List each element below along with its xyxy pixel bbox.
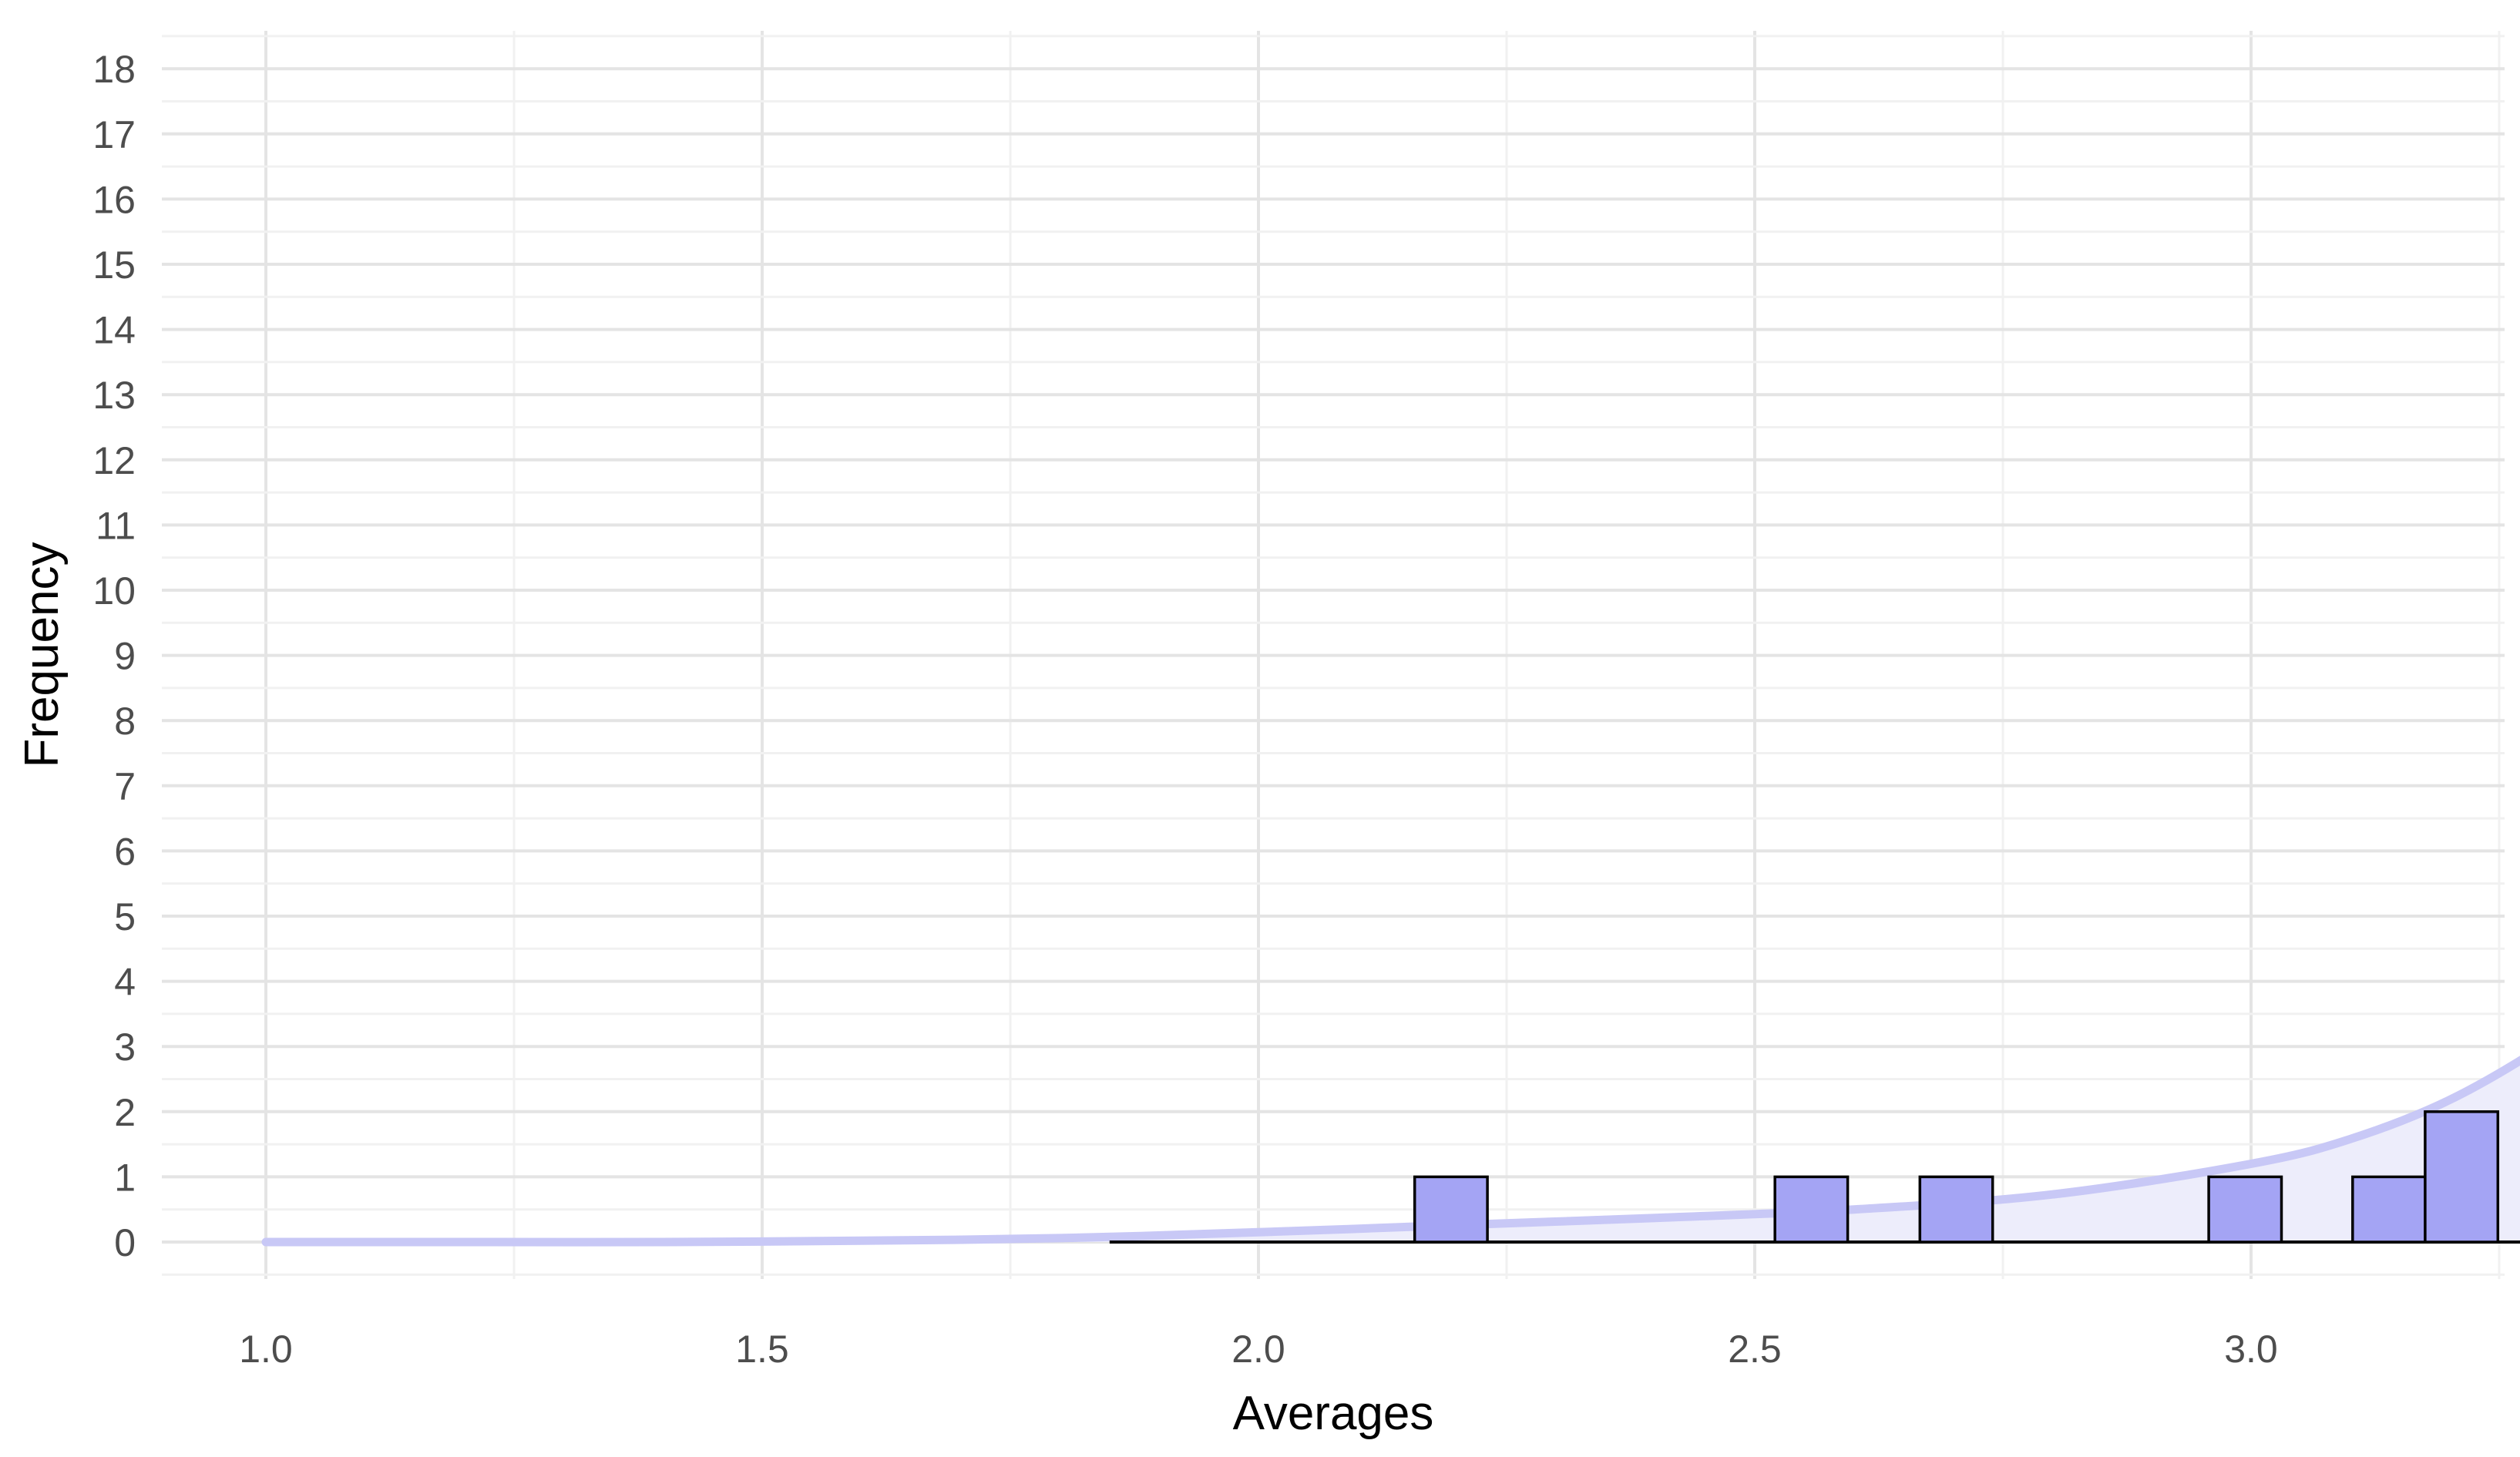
- y-tick-label: 6: [114, 830, 136, 873]
- y-tick-label: 10: [92, 569, 136, 613]
- y-tick-label: 9: [114, 635, 136, 678]
- y-tick-label: 2: [114, 1091, 136, 1134]
- y-tick-label: 1: [114, 1156, 136, 1199]
- y-tick-label: 18: [92, 48, 136, 91]
- y-tick-label: 11: [96, 504, 136, 547]
- x-tick-label: 3.0: [2224, 1328, 2278, 1371]
- histogram-bar: [2207, 1175, 2283, 1244]
- y-tick-label: 0: [114, 1221, 136, 1264]
- x-tick-label: 2.5: [1728, 1328, 1782, 1371]
- y-axis-title: Frequency: [15, 542, 69, 768]
- y-tick-label: 5: [114, 895, 136, 938]
- x-axis-title: Averages: [1233, 1387, 1434, 1440]
- x-tick-label: 2.0: [1231, 1328, 1285, 1371]
- density-curve-line: [261, 1056, 2520, 1247]
- histogram-bars: [1109, 1110, 2520, 1244]
- histogram-bar: [1918, 1175, 1994, 1244]
- x-tick-label: 1.0: [239, 1328, 293, 1371]
- y-tick-label: 12: [92, 439, 136, 482]
- y-tick-label: 3: [114, 1026, 136, 1069]
- histogram-bar: [2424, 1110, 2500, 1244]
- density-curve-layer: [261, 1056, 2520, 1247]
- y-tick-label: 13: [92, 374, 136, 417]
- histogram-bar: [1413, 1175, 1489, 1244]
- density-area: [266, 1060, 2520, 1243]
- x-tick-label: 1.5: [735, 1328, 789, 1371]
- y-tick-label: 15: [92, 243, 136, 287]
- grid-lines: [162, 31, 2505, 1279]
- y-tick-label: 16: [92, 178, 136, 221]
- y-tick-label: 14: [92, 309, 136, 352]
- histogram-bar: [2351, 1175, 2427, 1244]
- y-tick-label: 8: [114, 700, 136, 743]
- histogram-bar: [1773, 1175, 1850, 1244]
- x-axis-tick-labels: 1.01.52.02.53.03.54.04.55.0: [239, 1328, 2278, 1371]
- y-tick-label: 7: [114, 765, 136, 808]
- y-tick-label: 4: [114, 961, 136, 1004]
- y-tick-label: 17: [92, 113, 136, 156]
